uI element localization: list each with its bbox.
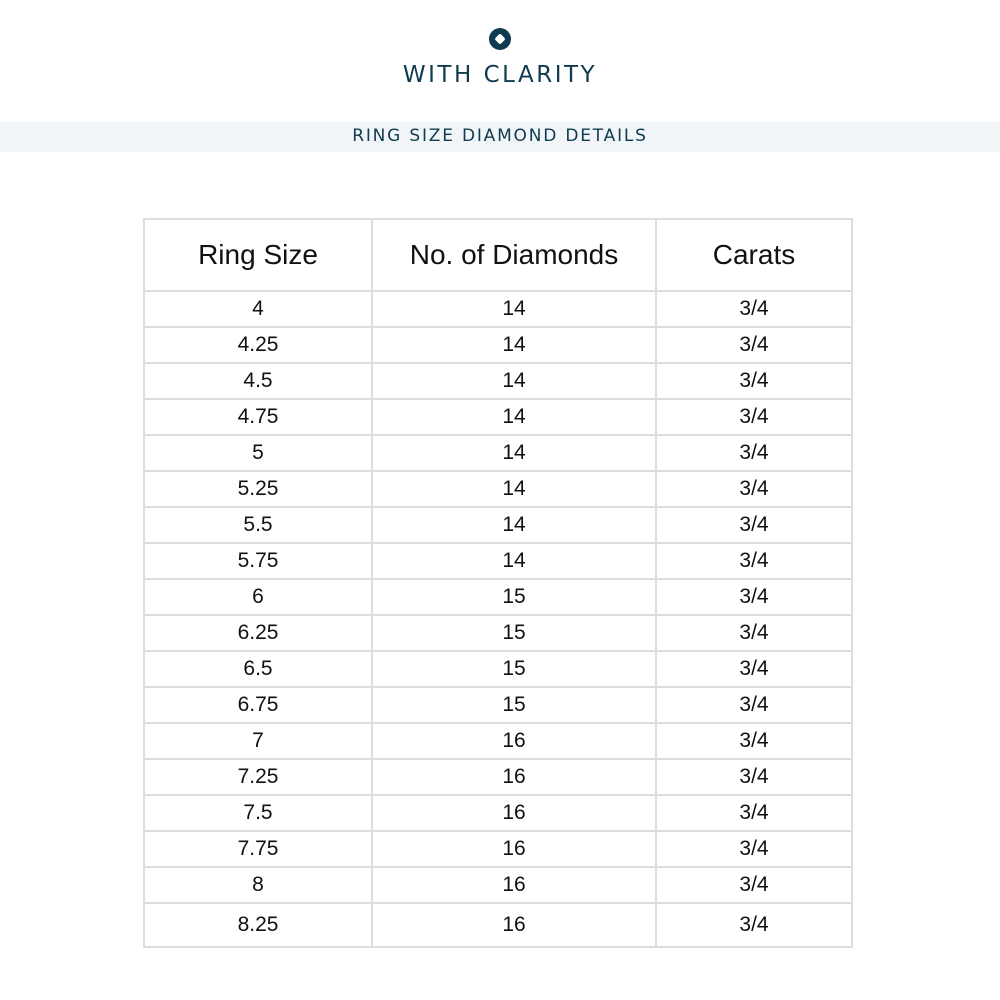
carats-cell: 3/4 — [655, 398, 853, 436]
diamond-count-cell: 16 — [371, 866, 657, 904]
diamond-count-cell: 16 — [371, 722, 657, 760]
ring-size-cell: 5.75 — [143, 542, 373, 580]
diamond-count-cell: 14 — [371, 326, 657, 364]
carats-cell: 3/4 — [655, 542, 853, 580]
carats-cell: 3/4 — [655, 362, 853, 400]
header-no-of-diamonds: No. of Diamonds — [371, 218, 657, 292]
ring-size-cell: 4.25 — [143, 326, 373, 364]
diamond-circle-icon — [489, 28, 511, 50]
ring-size-cell: 6 — [143, 578, 373, 616]
ring-size-cell: 6.25 — [143, 614, 373, 652]
ring-size-cell: 8.25 — [143, 902, 373, 948]
diamond-count-cell: 14 — [371, 506, 657, 544]
diamond-count-cell: 16 — [371, 902, 657, 948]
carats-cell: 3/4 — [655, 506, 853, 544]
table-row: 4.25 14 3/4 — [143, 326, 853, 364]
carats-cell: 3/4 — [655, 722, 853, 760]
ring-size-cell: 4.5 — [143, 362, 373, 400]
table-row: 7 16 3/4 — [143, 722, 853, 760]
carats-cell: 3/4 — [655, 650, 853, 688]
carats-cell: 3/4 — [655, 902, 853, 948]
table-row: 8 16 3/4 — [143, 866, 853, 904]
header-ring-size: Ring Size — [143, 218, 373, 292]
ring-size-cell: 8 — [143, 866, 373, 904]
carats-cell: 3/4 — [655, 326, 853, 364]
table-row: 5.75 14 3/4 — [143, 542, 853, 580]
ring-size-cell: 6.5 — [143, 650, 373, 688]
diamond-count-cell: 16 — [371, 794, 657, 832]
page-title: RING SIZE DIAMOND DETAILS — [352, 126, 648, 146]
table-header-row: Ring Size No. of Diamonds Carats — [143, 218, 853, 292]
table-row: 4.75 14 3/4 — [143, 398, 853, 436]
ring-size-cell: 5.5 — [143, 506, 373, 544]
table-row: 6.75 15 3/4 — [143, 686, 853, 724]
diamond-count-cell: 15 — [371, 578, 657, 616]
table-row: 6 15 3/4 — [143, 578, 853, 616]
diamond-count-cell: 14 — [371, 434, 657, 472]
ring-size-cell: 4 — [143, 290, 373, 328]
ring-size-cell: 5 — [143, 434, 373, 472]
table-row: 6.5 15 3/4 — [143, 650, 853, 688]
table-row: 5 14 3/4 — [143, 434, 853, 472]
diamond-count-cell: 14 — [371, 290, 657, 328]
table-row: 5.25 14 3/4 — [143, 470, 853, 508]
diamond-count-cell: 15 — [371, 686, 657, 724]
table-row: 8.25 16 3/4 — [143, 902, 853, 948]
carats-cell: 3/4 — [655, 290, 853, 328]
title-banner: RING SIZE DIAMOND DETAILS — [0, 122, 1000, 152]
carats-cell: 3/4 — [655, 686, 853, 724]
ring-size-cell: 6.75 — [143, 686, 373, 724]
diamond-count-cell: 14 — [371, 398, 657, 436]
diamond-count-cell: 14 — [371, 542, 657, 580]
carats-cell: 3/4 — [655, 470, 853, 508]
ring-size-cell: 5.25 — [143, 470, 373, 508]
diamond-count-cell: 15 — [371, 614, 657, 652]
diamond-count-cell: 15 — [371, 650, 657, 688]
ring-size-cell: 4.75 — [143, 398, 373, 436]
table-row: 4.5 14 3/4 — [143, 362, 853, 400]
carats-cell: 3/4 — [655, 866, 853, 904]
table-row: 6.25 15 3/4 — [143, 614, 853, 652]
diamond-count-cell: 16 — [371, 758, 657, 796]
carats-cell: 3/4 — [655, 830, 853, 868]
header-carats: Carats — [655, 218, 853, 292]
table-row: 4 14 3/4 — [143, 290, 853, 328]
carats-cell: 3/4 — [655, 794, 853, 832]
diamond-count-cell: 14 — [371, 470, 657, 508]
ring-size-cell: 7 — [143, 722, 373, 760]
table-row: 7.75 16 3/4 — [143, 830, 853, 868]
table-row: 7.5 16 3/4 — [143, 794, 853, 832]
carats-cell: 3/4 — [655, 578, 853, 616]
table-row: 7.25 16 3/4 — [143, 758, 853, 796]
ring-size-cell: 7.75 — [143, 830, 373, 868]
diamond-count-cell: 16 — [371, 830, 657, 868]
ring-size-cell: 7.5 — [143, 794, 373, 832]
table-row: 5.5 14 3/4 — [143, 506, 853, 544]
carats-cell: 3/4 — [655, 758, 853, 796]
ring-size-table: Ring Size No. of Diamonds Carats 4 14 3/4 4… — [143, 218, 853, 948]
brand-name: WITH CLARITY — [402, 62, 598, 88]
diamond-count-cell: 14 — [371, 362, 657, 400]
carats-cell: 3/4 — [655, 614, 853, 652]
ring-size-cell: 7.25 — [143, 758, 373, 796]
carats-cell: 3/4 — [655, 434, 853, 472]
